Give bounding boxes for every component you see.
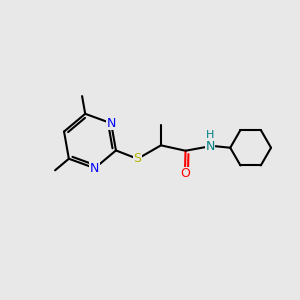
Text: N: N: [206, 140, 215, 153]
Text: S: S: [134, 152, 142, 165]
Text: O: O: [180, 167, 190, 180]
Text: N: N: [106, 117, 116, 130]
Text: N: N: [90, 162, 100, 175]
Text: H: H: [206, 130, 214, 140]
